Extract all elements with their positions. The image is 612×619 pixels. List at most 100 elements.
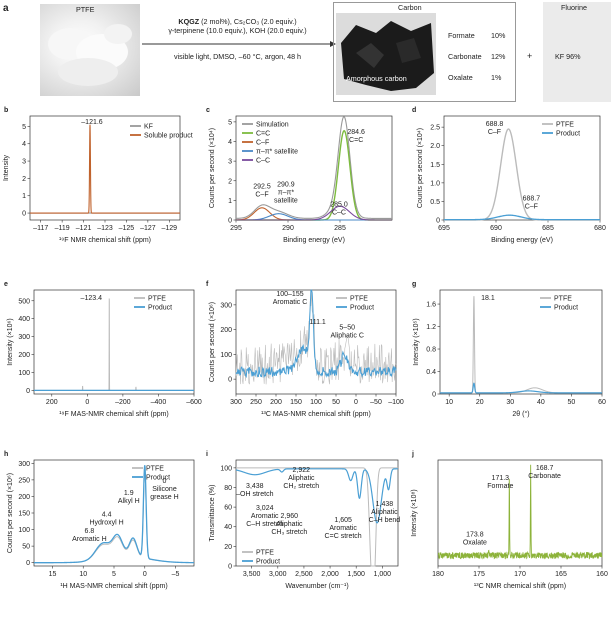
legend-entry: PTFE: [350, 296, 368, 303]
y-tick-label: 200: [18, 494, 30, 501]
y-tick-label: 5: [22, 124, 26, 131]
x-tick-label: 1,500: [347, 571, 365, 578]
y-tick-label: 2: [22, 176, 26, 183]
x-axis-label: ¹⁹F NMR chemical shift (ppm): [59, 237, 151, 244]
y-tick-label: 1.6: [426, 302, 436, 309]
peak-annotation: Silicone: [152, 486, 177, 493]
plus-sign: +: [527, 51, 533, 61]
mas-nmr-19f-chart: e 200 0 –200 –400 –600 0 100 200 300 400 500 ¹⁹F MAS…: [4, 281, 202, 418]
c-c-single-trace: [236, 205, 392, 221]
y-axis-label: Transmittance (%): [209, 485, 216, 542]
peak-annotation: 171.3: [492, 475, 510, 482]
peak-annotation: 290.9: [277, 182, 295, 189]
panel-label-d: d: [412, 107, 416, 114]
x-tick-label: 2,500: [295, 571, 313, 578]
peak-annotation: Oxalate: [463, 539, 487, 546]
legend-entry: C–F: [256, 140, 269, 147]
x-tick-label: 3,000: [269, 571, 287, 578]
ptfe-trace: [444, 128, 600, 221]
x-tick-label: –125: [119, 225, 135, 232]
legend-entry: Product: [554, 305, 578, 312]
x-tick-label: 250: [250, 399, 262, 406]
peak-annotation: –OH stretch: [236, 491, 273, 498]
x-tick-label: 10: [79, 571, 87, 578]
x-tick-label: 20: [476, 399, 484, 406]
peak-annotation: π–π*: [278, 190, 295, 197]
fluorine-products-box: [543, 2, 611, 102]
peak-annotation: C–C: [332, 210, 346, 217]
peak-annotation: 2,922: [293, 467, 311, 474]
x-tick-label: 30: [506, 399, 514, 406]
y-tick-label: 0: [228, 218, 232, 225]
mas-nmr-13c-chart: f 300 250 200 150 100 50 0 –50 –100 0 100 200 300 ¹³C …: [206, 281, 404, 418]
y-tick-label: 1.5: [430, 162, 440, 169]
x-tick-label: 200: [270, 399, 282, 406]
x-tick-label: –121: [76, 225, 92, 232]
y-tick-label: 2.5: [430, 125, 440, 132]
reaction-conditions-line-3: visible light, DMSO, –60 °C, argon, 48 h: [173, 52, 302, 61]
x-axis-label: ¹H MAS-NMR chemical shift (ppm): [60, 583, 167, 590]
y-tick-label: 100: [220, 352, 232, 359]
y-tick-label: 0: [432, 392, 436, 399]
peak-annotation: 18.1: [481, 295, 495, 302]
y-axis-label: Intensity: [3, 154, 10, 181]
peak-annotation: Aromatic C: [273, 299, 308, 306]
legend-entry: Simulation: [256, 122, 289, 129]
y-tick-label: 4: [22, 141, 26, 148]
panel-label-g: g: [412, 281, 416, 288]
fluorine-kf-yield: KF 96%: [555, 52, 581, 61]
product-formate-yield: 10%: [491, 31, 506, 40]
legend-entry: PTFE: [146, 466, 164, 473]
peak-annotation: grease H: [150, 494, 178, 501]
peak-annotation: 284.6: [347, 129, 365, 136]
product-trace: [34, 465, 194, 564]
y-tick-label: 300: [18, 461, 30, 468]
reaction-arrow: [142, 41, 336, 47]
peak-annotation: satellite: [274, 198, 298, 205]
panel-label-a: a: [3, 3, 9, 14]
y-axis-label: Intensity (×10⁸): [411, 489, 418, 537]
peak-annotation: C–F: [525, 204, 538, 211]
legend-entry: Product: [146, 475, 170, 482]
x-axis-label: ¹³C NMR chemical shift (ppm): [474, 583, 566, 590]
peak-annotation: 173.8: [466, 531, 484, 538]
y-tick-label: 4: [228, 139, 232, 146]
peak-annotation: –121.6: [81, 119, 103, 126]
y-tick-label: 1.0: [430, 180, 440, 187]
y-tick-label: 2.0: [430, 143, 440, 150]
amorphous-carbon-photo: [336, 13, 436, 95]
carbon-box-title: Carbon: [398, 3, 422, 12]
panel-label-j: j: [411, 451, 414, 458]
x-tick-label: 0: [143, 571, 147, 578]
soluble-product-trace: [30, 124, 180, 214]
product-trace: [440, 382, 602, 394]
x-tick-label: –200: [115, 399, 131, 406]
x-tick-label: –50: [370, 399, 382, 406]
x-axis-label: Binding energy (eV): [283, 237, 345, 244]
y-tick-label: 100: [220, 465, 232, 472]
x-tick-label: 180: [432, 571, 444, 578]
x-tick-label: –100: [388, 399, 404, 406]
peak-annotation: CH₃ stretch: [271, 529, 307, 536]
x-axis-label: Wavenumber (cm⁻¹): [285, 583, 348, 590]
x-tick-label: 1,000: [374, 571, 392, 578]
y-tick-label: 100: [18, 370, 30, 377]
x-axis-label: Binding energy (eV): [491, 237, 553, 244]
xrd-pattern-chart: g 10 20 30 40 50 60 0 0.4 0.8 1.2 1.6 2θ (°) Intensit…: [412, 281, 606, 418]
y-tick-label: 500: [18, 298, 30, 305]
peak-annotation: Aliphatic C: [330, 333, 363, 340]
plot-frame: [235, 459, 399, 567]
peak-annotation: C=C: [349, 137, 363, 144]
peak-annotation: Aromatic: [251, 513, 279, 520]
y-axis-label: Intensity (×10⁵): [413, 318, 420, 365]
y-tick-label: 0: [228, 377, 232, 384]
y-tick-label: 1: [228, 198, 232, 205]
y-tick-label: 20: [224, 544, 232, 551]
x-tick-label: 200: [46, 399, 58, 406]
y-tick-label: 200: [18, 352, 30, 359]
x-tick-label: –127: [140, 225, 156, 232]
peak-annotation: Hydroxyl H: [89, 519, 123, 526]
x-tick-label: 680: [594, 225, 606, 232]
y-tick-label: 0: [26, 560, 30, 567]
product-carbonate-yield: 12%: [491, 52, 506, 61]
